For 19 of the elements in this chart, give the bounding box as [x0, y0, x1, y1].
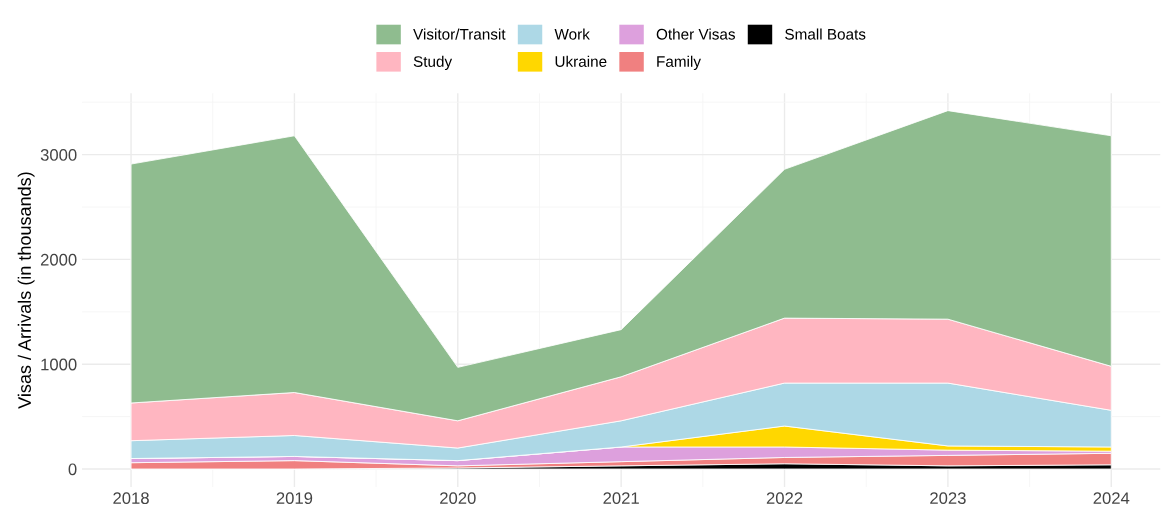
y-tick-label: 0	[68, 463, 77, 476]
x-tick-label: 2022	[766, 492, 803, 505]
legend-label: Ukraine	[555, 55, 607, 67]
legend-label: Family	[657, 55, 701, 70]
x-tick-label: 2019	[276, 492, 313, 505]
legend-label: Visitor/Transit	[413, 28, 506, 40]
legend-label: Other Visas	[656, 28, 735, 40]
y-tick-label: 3000	[40, 149, 77, 161]
x-tick-label: 2021	[603, 492, 639, 505]
x-tick-label: 2024	[1093, 492, 1130, 505]
y-tick-label: 2000	[40, 253, 77, 266]
x-tick-label: 2018	[113, 492, 149, 505]
legend-label: Work	[554, 28, 590, 40]
y-tick-label: 1000	[41, 358, 77, 371]
legend-label: Small Boats	[785, 28, 866, 40]
legend-label: Study	[413, 55, 453, 70]
x-tick-label: 2023	[930, 492, 966, 505]
x-tick-label: 2020	[440, 492, 476, 505]
y-axis-title: Visas / Arrivals (in thousands)	[17, 172, 35, 409]
